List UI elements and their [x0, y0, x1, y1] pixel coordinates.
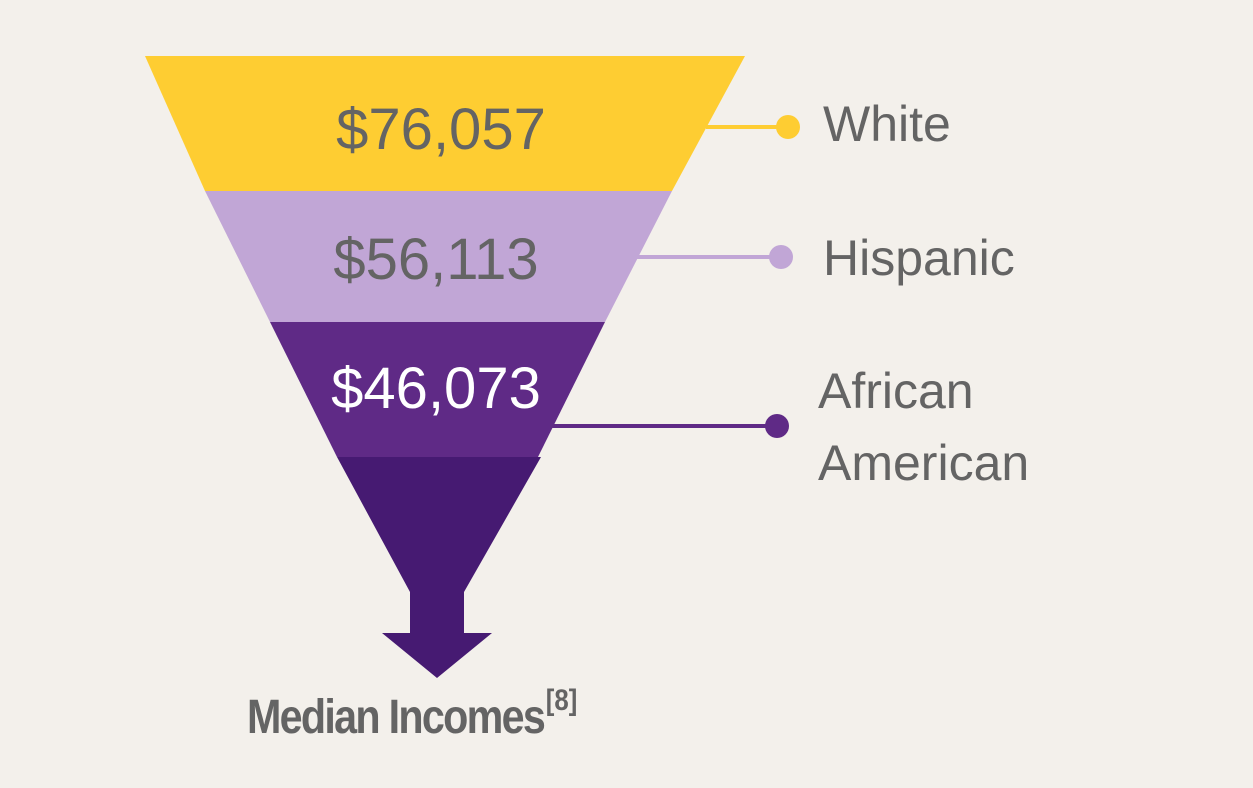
value-label-african-american: $46,073	[331, 356, 541, 421]
group-label-african-american-line2: American	[818, 435, 1030, 491]
citation-marker: [8]	[545, 684, 578, 717]
funnel-band-white	[145, 56, 745, 191]
connector-dot-hispanic	[769, 245, 793, 269]
connector-dot-african-american	[765, 414, 789, 438]
diagram-title: Median Incomes[8]	[247, 684, 577, 745]
value-label-hispanic: $56,113	[333, 227, 538, 292]
funnel-band-african-american	[270, 322, 605, 457]
connector-dot-white	[776, 115, 800, 139]
funnel-arrow	[337, 457, 541, 678]
value-label-white: $76,057	[336, 97, 546, 162]
group-label-african-american-line1: African	[818, 363, 974, 419]
group-label-hispanic: Hispanic	[823, 230, 1015, 286]
funnel-band-hispanic	[205, 191, 672, 322]
group-label-white: White	[823, 96, 951, 152]
group-label-african-american: African American	[818, 355, 1029, 499]
diagram-title-text: Median Incomes	[247, 691, 546, 744]
